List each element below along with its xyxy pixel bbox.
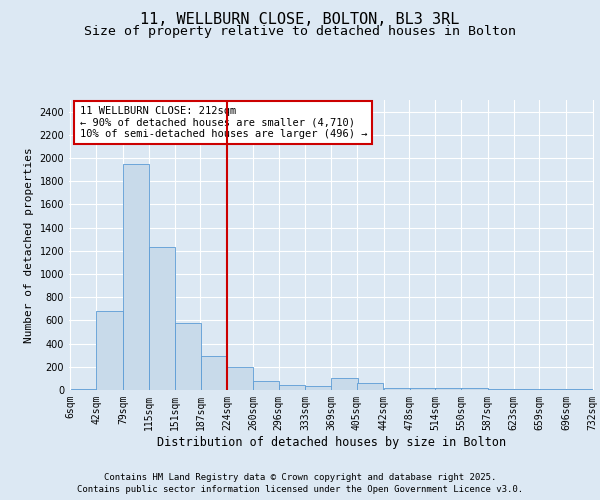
Text: 11, WELLBURN CLOSE, BOLTON, BL3 3RL: 11, WELLBURN CLOSE, BOLTON, BL3 3RL (140, 12, 460, 28)
Bar (175, 322, 201, 390)
Bar (436, 388, 461, 390)
Bar (200, 356, 227, 390)
Bar (97, 311, 122, 390)
Bar (123, 164, 149, 390)
Bar (279, 386, 305, 390)
Bar (71, 389, 97, 390)
Text: Contains HM Land Registry data © Crown copyright and database right 2025.: Contains HM Land Registry data © Crown c… (104, 472, 496, 482)
Bar (305, 386, 332, 390)
Bar (253, 380, 279, 390)
Bar (357, 383, 383, 390)
Bar (149, 248, 175, 390)
Text: 11 WELLBURN CLOSE: 212sqm
← 90% of detached houses are smaller (4,710)
10% of se: 11 WELLBURN CLOSE: 212sqm ← 90% of detac… (79, 106, 367, 139)
X-axis label: Distribution of detached houses by size in Bolton: Distribution of detached houses by size … (157, 436, 506, 448)
Text: Size of property relative to detached houses in Bolton: Size of property relative to detached ho… (84, 25, 516, 38)
Bar (384, 388, 410, 390)
Bar (461, 388, 488, 390)
Bar (488, 389, 514, 390)
Text: Contains public sector information licensed under the Open Government Licence v3: Contains public sector information licen… (77, 485, 523, 494)
Bar (227, 367, 253, 390)
Bar (410, 388, 436, 390)
Bar (331, 378, 358, 390)
Y-axis label: Number of detached properties: Number of detached properties (24, 147, 34, 343)
